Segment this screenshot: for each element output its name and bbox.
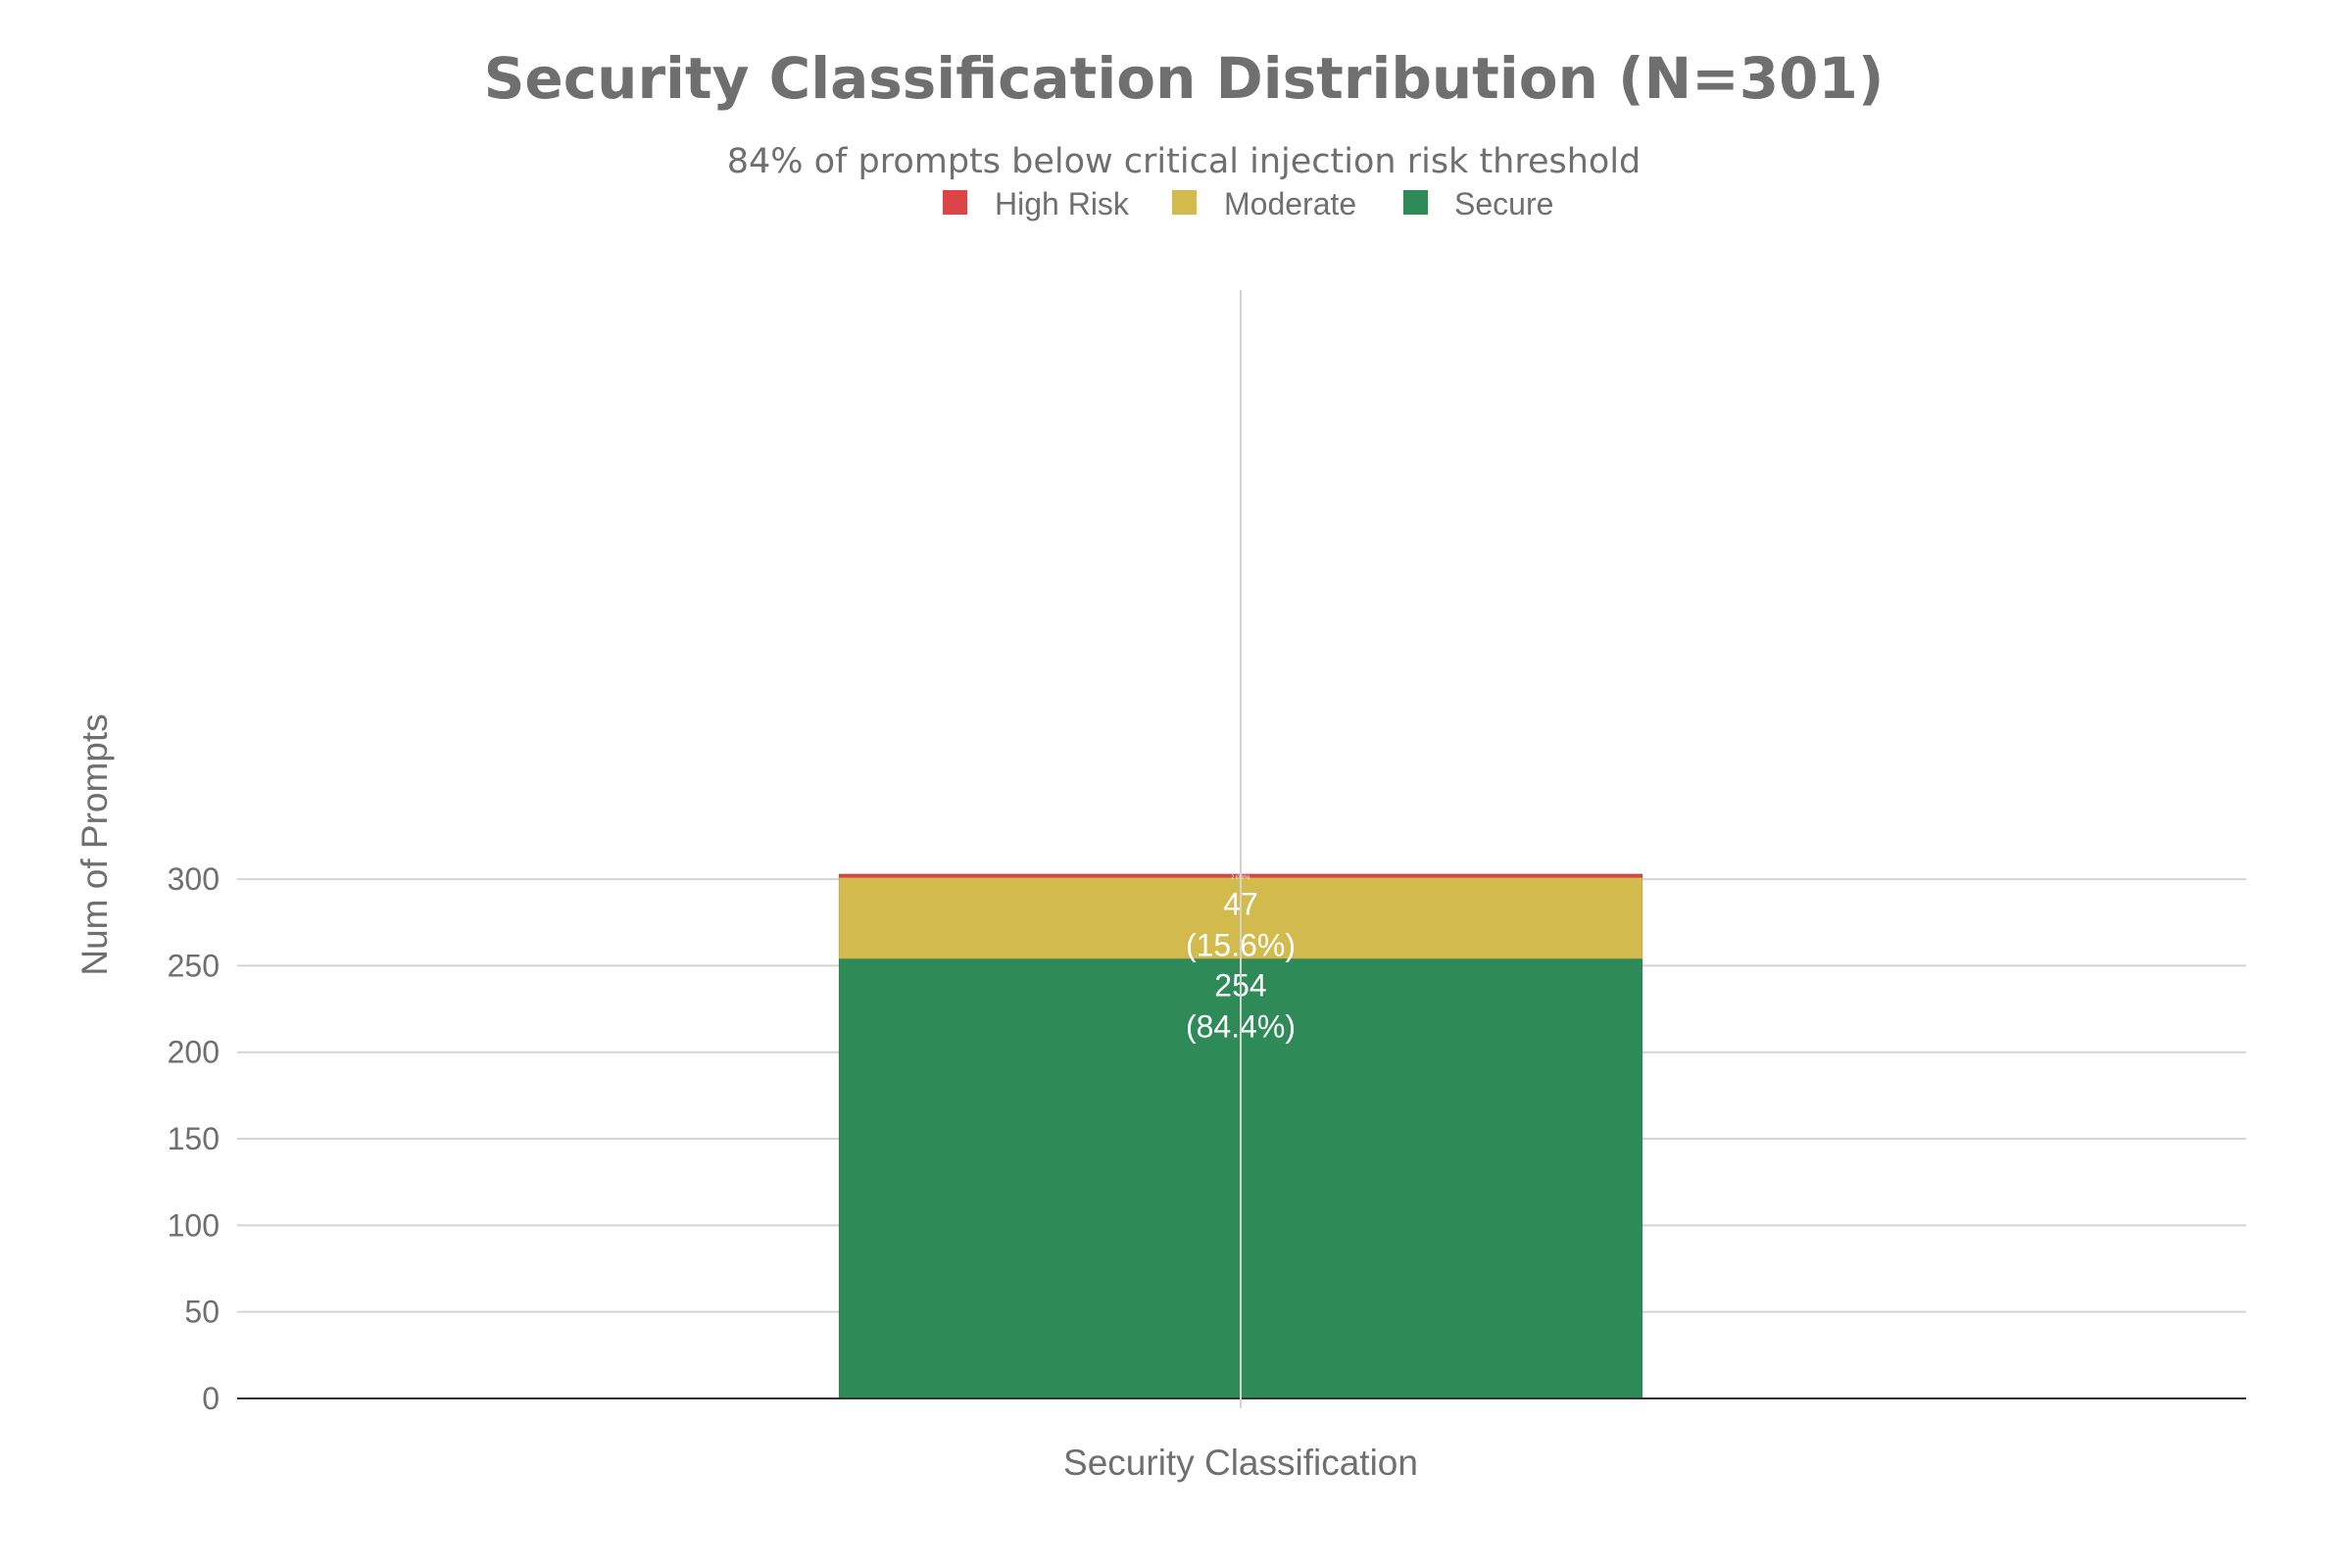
legend: High Risk Moderate Secure	[943, 186, 1553, 221]
legend-label-moderate: Moderate	[1224, 186, 1356, 221]
y-tick-250: 250	[168, 948, 220, 983]
y-tick-200: 200	[168, 1035, 220, 1070]
legend-swatch-secure	[1403, 190, 1428, 215]
y-tick-150: 150	[168, 1121, 220, 1156]
y-axis-ticks: 0 50 100 150 200 250 300	[168, 861, 220, 1416]
y-axis-label: Num of Prompts	[74, 713, 115, 975]
chart-subtitle: 84% of prompts below critical injection …	[727, 142, 1642, 181]
y-tick-50: 50	[184, 1295, 220, 1330]
y-tick-0: 0	[202, 1381, 220, 1416]
y-tick-100: 100	[168, 1207, 220, 1243]
x-axis-label: Security Classification	[1063, 1443, 1418, 1483]
legend-swatch-moderate	[1172, 190, 1197, 215]
legend-label-high-risk: High Risk	[995, 186, 1130, 221]
chart-title: Security Classification Distribution (N=…	[484, 45, 1885, 112]
legend-swatch-high-risk	[943, 190, 967, 215]
legend-label-secure: Secure	[1454, 186, 1553, 221]
y-tick-300: 300	[168, 861, 220, 897]
